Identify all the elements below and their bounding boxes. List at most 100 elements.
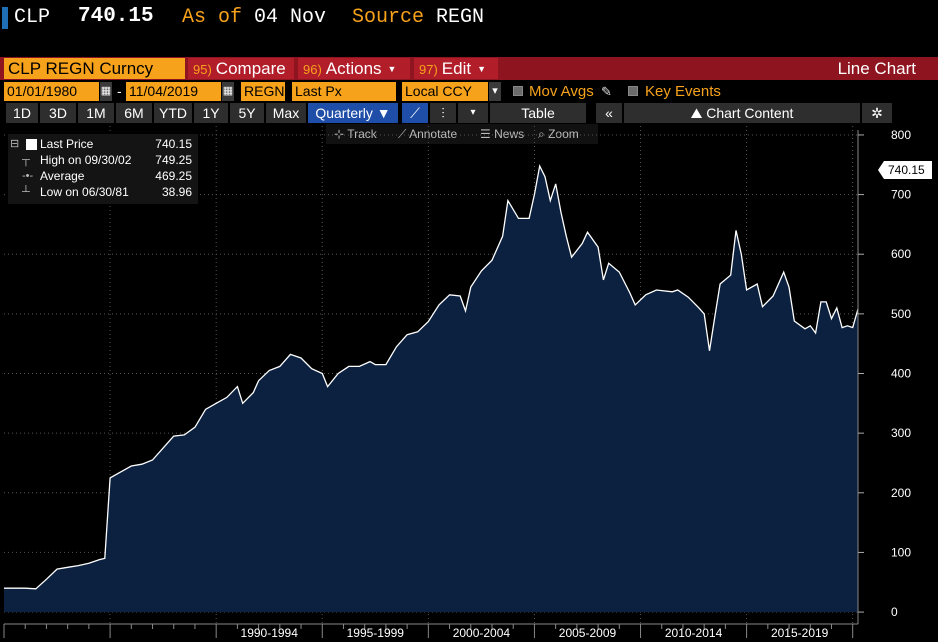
chevron-down-icon[interactable]: ▾ [489, 82, 501, 101]
compare-label: Compare [215, 59, 286, 78]
range-6m[interactable]: 6M [116, 103, 152, 123]
y-tick-label: 600 [891, 247, 911, 261]
key-events-checkbox[interactable] [628, 86, 638, 96]
news-label: News [494, 127, 525, 141]
y-tick-label: 500 [891, 307, 911, 321]
range-5y[interactable]: 5Y [230, 103, 264, 123]
chart-type-title[interactable]: Line Chart [837, 59, 916, 78]
gear-icon[interactable]: ✲ [862, 103, 892, 123]
mov-avgs-label[interactable]: Mov Avgs [529, 83, 594, 100]
source-value: REGN [436, 6, 485, 29]
periodicity-label: Quarterly [315, 105, 373, 121]
edit-label: Edit [441, 59, 472, 78]
legend-average-label: Average [40, 169, 85, 183]
zoom-tool[interactable]: ⌕ Zoom [538, 124, 579, 144]
legend-last-price-value: 740.15 [155, 137, 192, 151]
calendar-icon[interactable]: ▦ [100, 82, 112, 101]
legend-average-value: 469.25 [155, 169, 192, 183]
chevron-down-icon: ▼ [387, 64, 397, 75]
crosshair-icon: ⊹ [334, 127, 345, 141]
last-value-label: 740.15 [888, 163, 925, 177]
price-area [4, 166, 858, 613]
zoom-label: Zoom [548, 127, 579, 141]
mov-avgs-checkbox[interactable] [513, 86, 523, 96]
annotate-tool[interactable]: ⟋ Annotate [398, 124, 457, 144]
y-tick-label: 300 [891, 426, 911, 440]
range-3d[interactable]: 3D [40, 103, 76, 123]
y-tick-label: 700 [891, 188, 911, 202]
compare-num: 95) [193, 62, 212, 77]
x-tick-label: 1995-1999 [347, 626, 405, 640]
annotate-icon: ⟋ [398, 127, 407, 141]
chevron-down-icon: ▼ [477, 64, 487, 75]
key-events-label[interactable]: Key Events [645, 83, 721, 100]
pencil-icon[interactable]: ✎ [601, 84, 612, 99]
ticker-symbol: CLP [14, 6, 51, 29]
last-price: 740.15 [78, 5, 154, 28]
y-axis: 0 100 200 300 400 500 600 700 800 [858, 128, 911, 619]
security-input[interactable]: CLP REGN Curncy [4, 58, 185, 79]
y-tick-label: 0 [891, 605, 898, 619]
range-row: 1D 3D 1M 6M YTD 1Y 5Y Max Quarterly ▼ ⟋ … [0, 103, 938, 123]
collapse-icon[interactable]: ⊟ [10, 138, 20, 150]
price-line [4, 163, 859, 590]
track-label: Track [347, 127, 377, 141]
chevron-down-icon: ▼ [376, 105, 391, 121]
legend-high: ┬ High on 09/30/02 749.25 [8, 152, 198, 168]
legend-low: ┴ Low on 06/30/81 38.96 [8, 184, 198, 200]
legend-high-value: 749.25 [155, 153, 192, 167]
range-1d[interactable]: 1D [6, 103, 38, 123]
price-field-select[interactable]: Last Px [292, 82, 396, 101]
x-tick-label: 2010-2014 [665, 626, 723, 640]
series-swatch [26, 139, 37, 150]
source-field[interactable]: REGN [241, 82, 285, 101]
calendar-icon[interactable]: ▦ [222, 82, 234, 101]
bar-chart-icon[interactable]: ⫶ [430, 103, 456, 123]
annotate-label: Annotate [409, 127, 458, 141]
range-max[interactable]: Max [266, 103, 306, 123]
header-bar: CLP 740.15 As of 04 Nov Source REGN [0, 0, 938, 38]
y-tick-label: 800 [891, 128, 911, 142]
as-of-date: 04 Nov [254, 6, 327, 29]
end-date-field[interactable]: 11/04/2019 [126, 82, 221, 101]
legend-average: -•- Average 469.25 [8, 168, 198, 184]
chart-content-button[interactable]: ⛰ Chart Content [624, 103, 860, 123]
security-marker [2, 7, 8, 29]
x-tick-label: 2015-2019 [771, 626, 829, 640]
track-tool[interactable]: ⊹ Track [334, 124, 377, 144]
source: Source REGN [352, 6, 484, 29]
chart-legend: ⊟ Last Price 740.15 ┬ High on 09/30/02 7… [8, 134, 198, 204]
news-tool[interactable]: ☰ News [480, 124, 524, 144]
periodicity-select[interactable]: Quarterly ▼ [308, 103, 398, 123]
currency-select[interactable]: Local CCY [402, 82, 488, 101]
x-tick-label: 2005-2009 [559, 626, 617, 640]
x-axis: 1990-1994 1995-1999 2000-2004 2005-2009 2010… [3, 623, 858, 640]
x-tick-label: 1990-1994 [241, 626, 299, 640]
last-value-box [878, 161, 932, 179]
y-tick-label: 400 [891, 367, 911, 381]
compare-button[interactable]: 95) Compare [188, 58, 294, 79]
legend-last-price[interactable]: ⊟ Last Price 740.15 [8, 136, 198, 152]
chart-content-icon: ⛰ [690, 105, 703, 121]
chart-tools: ⊹ Track ⟋ Annotate ☰ News ⌕ Zoom [326, 124, 598, 144]
source-label: Source [352, 6, 425, 29]
last-value-tag: 740.15 [878, 161, 932, 179]
legend-low-value: 38.96 [161, 185, 192, 199]
date-field-row: 01/01/1980 ▦ - 11/04/2019 ▦ REGN Last Px… [0, 82, 938, 102]
chart-content-label: Chart Content [706, 105, 794, 121]
start-date-field[interactable]: 01/01/1980 [4, 82, 99, 101]
collapse-icon[interactable]: « [596, 103, 622, 123]
as-of-label: As of [182, 6, 243, 29]
chevron-down-icon[interactable]: ▾ [458, 103, 488, 123]
edit-num: 97) [419, 62, 438, 77]
range-1m[interactable]: 1M [78, 103, 114, 123]
line-chart-icon[interactable]: ⟋ [402, 103, 428, 123]
actions-button[interactable]: 96) Actions ▼ [298, 58, 410, 79]
high-marker-icon: ┬ [22, 154, 30, 166]
price-chart[interactable]: 0 100 200 300 400 500 600 700 800 1990-1994 1995-… [0, 126, 938, 642]
x-tick-label: 2000-2004 [453, 626, 511, 640]
table-button[interactable]: Table [490, 103, 586, 123]
range-ytd[interactable]: YTD [154, 103, 192, 123]
range-1y[interactable]: 1Y [194, 103, 228, 123]
edit-button[interactable]: 97) Edit ▼ [414, 58, 498, 79]
